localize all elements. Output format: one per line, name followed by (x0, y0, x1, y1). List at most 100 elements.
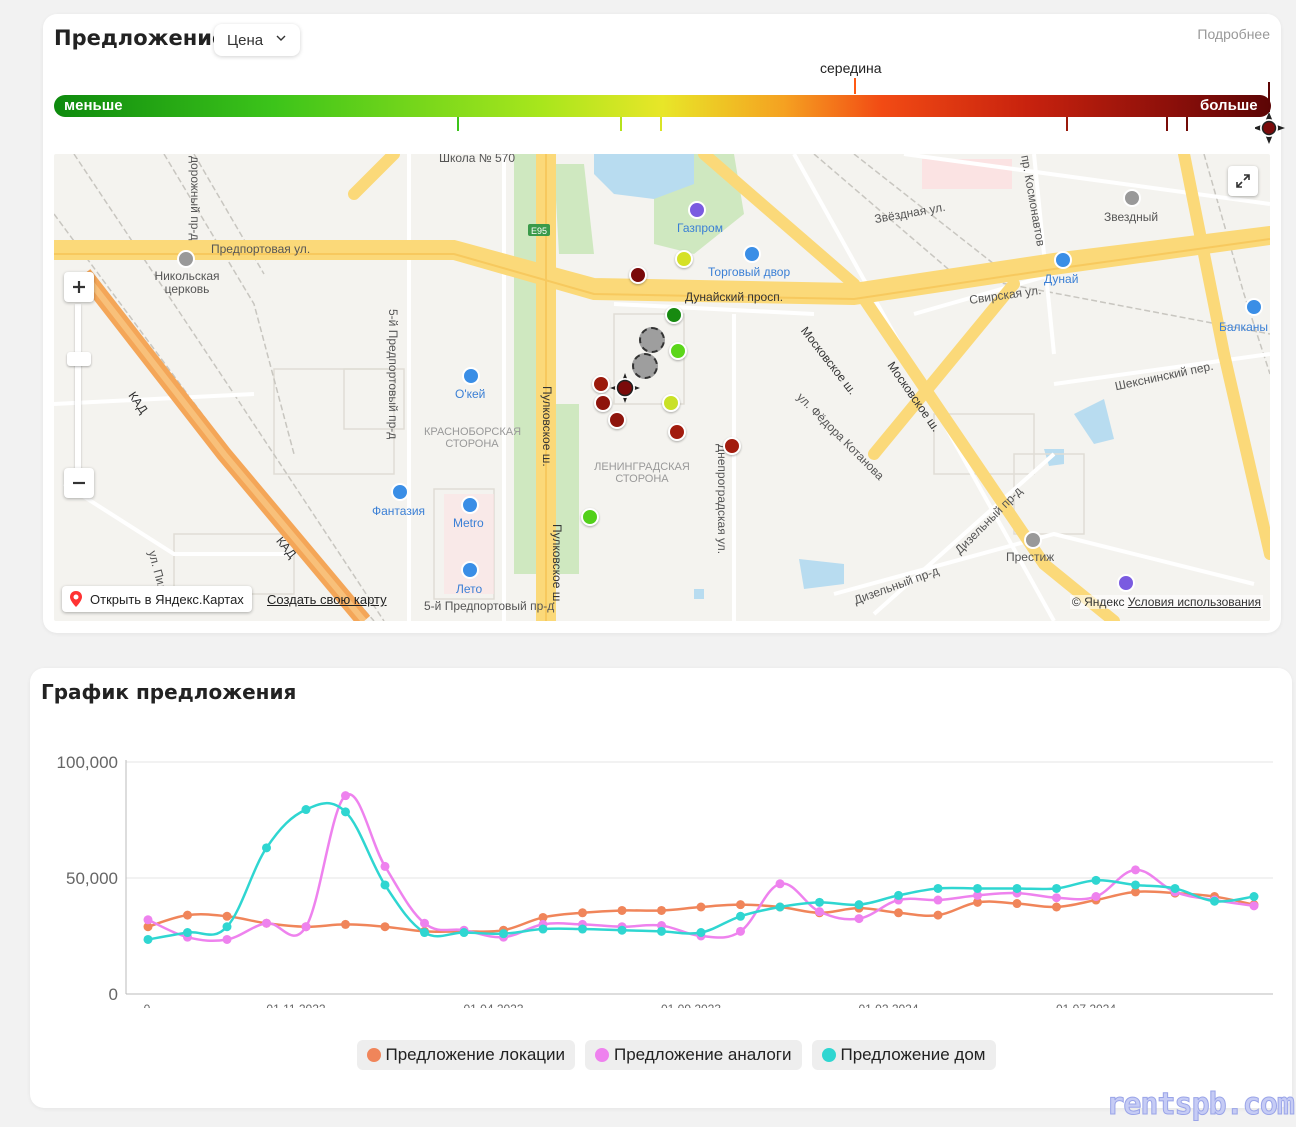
data-point[interactable] (222, 934, 232, 944)
data-point[interactable] (973, 890, 982, 900)
offer-pin[interactable] (723, 437, 741, 455)
data-point[interactable] (183, 928, 192, 938)
offer-pin[interactable] (665, 306, 683, 324)
data-point[interactable] (341, 791, 350, 801)
data-point[interactable] (143, 915, 153, 925)
data-point[interactable] (262, 843, 271, 853)
data-point[interactable] (657, 926, 666, 936)
data-point[interactable] (1131, 887, 1140, 897)
data-point[interactable] (1052, 883, 1061, 893)
offer-pin[interactable] (629, 266, 647, 284)
data-point[interactable] (538, 924, 548, 934)
offer-pin-selected[interactable] (639, 327, 665, 353)
data-point[interactable] (1210, 896, 1219, 906)
shopping-bag-icon[interactable] (743, 245, 761, 263)
data-point[interactable] (815, 907, 824, 917)
more-link[interactable]: Подробнее (1197, 26, 1270, 42)
data-point[interactable] (854, 900, 864, 910)
data-point[interactable] (578, 908, 587, 918)
data-point[interactable] (775, 902, 785, 912)
offer-pin[interactable] (662, 394, 680, 412)
zoom-handle[interactable] (67, 352, 91, 366)
shopping-bag-icon[interactable] (1117, 574, 1135, 592)
shopping-bag-icon[interactable] (461, 561, 479, 579)
data-point[interactable] (1052, 893, 1061, 903)
data-point[interactable] (341, 919, 350, 929)
offer-pin[interactable] (592, 375, 610, 393)
data-point[interactable] (696, 902, 706, 912)
shopping-bag-icon[interactable] (462, 367, 480, 385)
data-point[interactable] (617, 905, 627, 915)
data-point[interactable] (143, 934, 153, 944)
data-point[interactable] (1170, 883, 1180, 893)
terms-link[interactable]: Условия использования (1127, 595, 1261, 609)
price-dropdown[interactable]: Цена (214, 24, 300, 56)
data-point[interactable] (499, 929, 508, 939)
place-icon[interactable] (1123, 189, 1141, 207)
data-point[interactable] (617, 925, 627, 935)
offer-pin[interactable] (669, 342, 687, 360)
data-point[interactable] (1012, 899, 1022, 909)
shopping-bag-icon[interactable] (461, 496, 479, 514)
data-point[interactable] (736, 926, 745, 936)
data-point[interactable] (894, 890, 903, 900)
data-point[interactable] (143, 922, 153, 932)
data-point[interactable] (301, 805, 311, 815)
create-map-link[interactable]: Создать свою карту (267, 592, 387, 607)
church-icon[interactable] (177, 250, 195, 268)
data-point[interactable] (578, 924, 587, 934)
data-point[interactable] (973, 883, 982, 893)
data-point[interactable] (538, 912, 548, 922)
current-object-marker-icon[interactable] (609, 372, 641, 404)
offer-pin[interactable] (594, 394, 612, 412)
data-point[interactable] (854, 914, 864, 924)
data-point[interactable] (696, 928, 706, 938)
data-point[interactable] (262, 918, 271, 928)
data-point[interactable] (1012, 883, 1022, 893)
legend-item[interactable]: Предложение аналоги (585, 1040, 802, 1070)
data-point[interactable] (1052, 902, 1061, 912)
data-point[interactable] (933, 895, 943, 905)
data-point[interactable] (736, 911, 745, 921)
zoom-out-button[interactable] (64, 468, 94, 498)
shopping-bag-icon[interactable] (1245, 298, 1263, 316)
data-point[interactable] (1091, 892, 1101, 902)
data-point[interactable] (736, 900, 745, 910)
data-point[interactable] (933, 883, 943, 893)
data-point[interactable] (420, 918, 429, 928)
data-point[interactable] (933, 910, 943, 920)
open-in-yandex-button[interactable]: Открыть в Яндекс.Картах (62, 586, 252, 612)
zoom-in-button[interactable] (64, 272, 94, 302)
offer-pin[interactable] (675, 250, 693, 268)
data-point[interactable] (420, 928, 429, 938)
fullscreen-button[interactable] (1228, 166, 1258, 196)
data-point[interactable] (222, 911, 232, 921)
data-point[interactable] (222, 922, 232, 932)
gas-station-icon[interactable] (688, 201, 706, 219)
data-point[interactable] (815, 897, 824, 907)
place-icon[interactable] (1024, 531, 1042, 549)
flower-icon[interactable] (391, 483, 409, 501)
zoom-slider[interactable] (75, 304, 81, 469)
offer-pin[interactable] (581, 508, 599, 526)
data-point[interactable] (775, 879, 785, 889)
data-point[interactable] (380, 861, 390, 871)
offer-pin[interactable] (608, 411, 626, 429)
legend-item[interactable]: Предложение дом (811, 1040, 996, 1070)
data-point[interactable] (459, 928, 469, 938)
data-point[interactable] (1091, 875, 1101, 885)
legend-item[interactable]: Предложение локации (356, 1040, 575, 1070)
data-point[interactable] (1249, 901, 1259, 911)
data-point[interactable] (1131, 865, 1140, 875)
shopping-bag-icon[interactable] (1054, 251, 1072, 269)
data-point[interactable] (380, 880, 390, 890)
data-point[interactable] (973, 897, 982, 907)
data-point[interactable] (341, 807, 350, 817)
data-point[interactable] (1131, 880, 1140, 890)
data-point[interactable] (380, 922, 390, 932)
data-point[interactable] (1249, 892, 1259, 902)
data-point[interactable] (894, 908, 903, 918)
data-point[interactable] (657, 905, 666, 915)
data-point[interactable] (183, 910, 192, 920)
map[interactable]: E95 Предпортовая ул. Никольская церковь … (54, 154, 1270, 621)
